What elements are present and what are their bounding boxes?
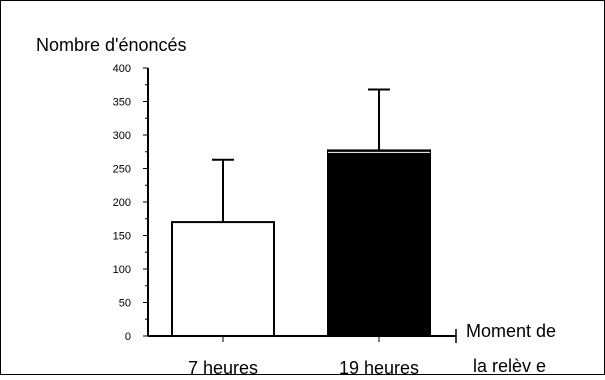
y-tick-label: 400 [113, 63, 131, 75]
y-tick-label: 250 [113, 164, 131, 176]
y-tick-label: 0 [125, 331, 131, 343]
y-tick-label: 150 [113, 231, 131, 243]
y-tick-label: 50 [119, 298, 131, 310]
x-tick-label: 19 heures [339, 358, 419, 378]
y-tick-label: 100 [113, 264, 131, 276]
bar [171, 221, 275, 338]
x-axis-title-line2: la relèv e [473, 356, 546, 376]
y-axis-title: Nombre d'énoncés [36, 35, 187, 55]
y-tick-label: 200 [113, 197, 131, 209]
x-tick-label: 7 heures [188, 358, 258, 378]
bar [327, 149, 431, 337]
y-tick-label: 300 [113, 130, 131, 142]
plot-area: 0 50 100 150 200 250 300 350 400 7 heures 19 heure… [113, 63, 457, 378]
x-axis-title-line1: Moment de [466, 321, 556, 341]
y-tick-label: 350 [113, 97, 131, 109]
